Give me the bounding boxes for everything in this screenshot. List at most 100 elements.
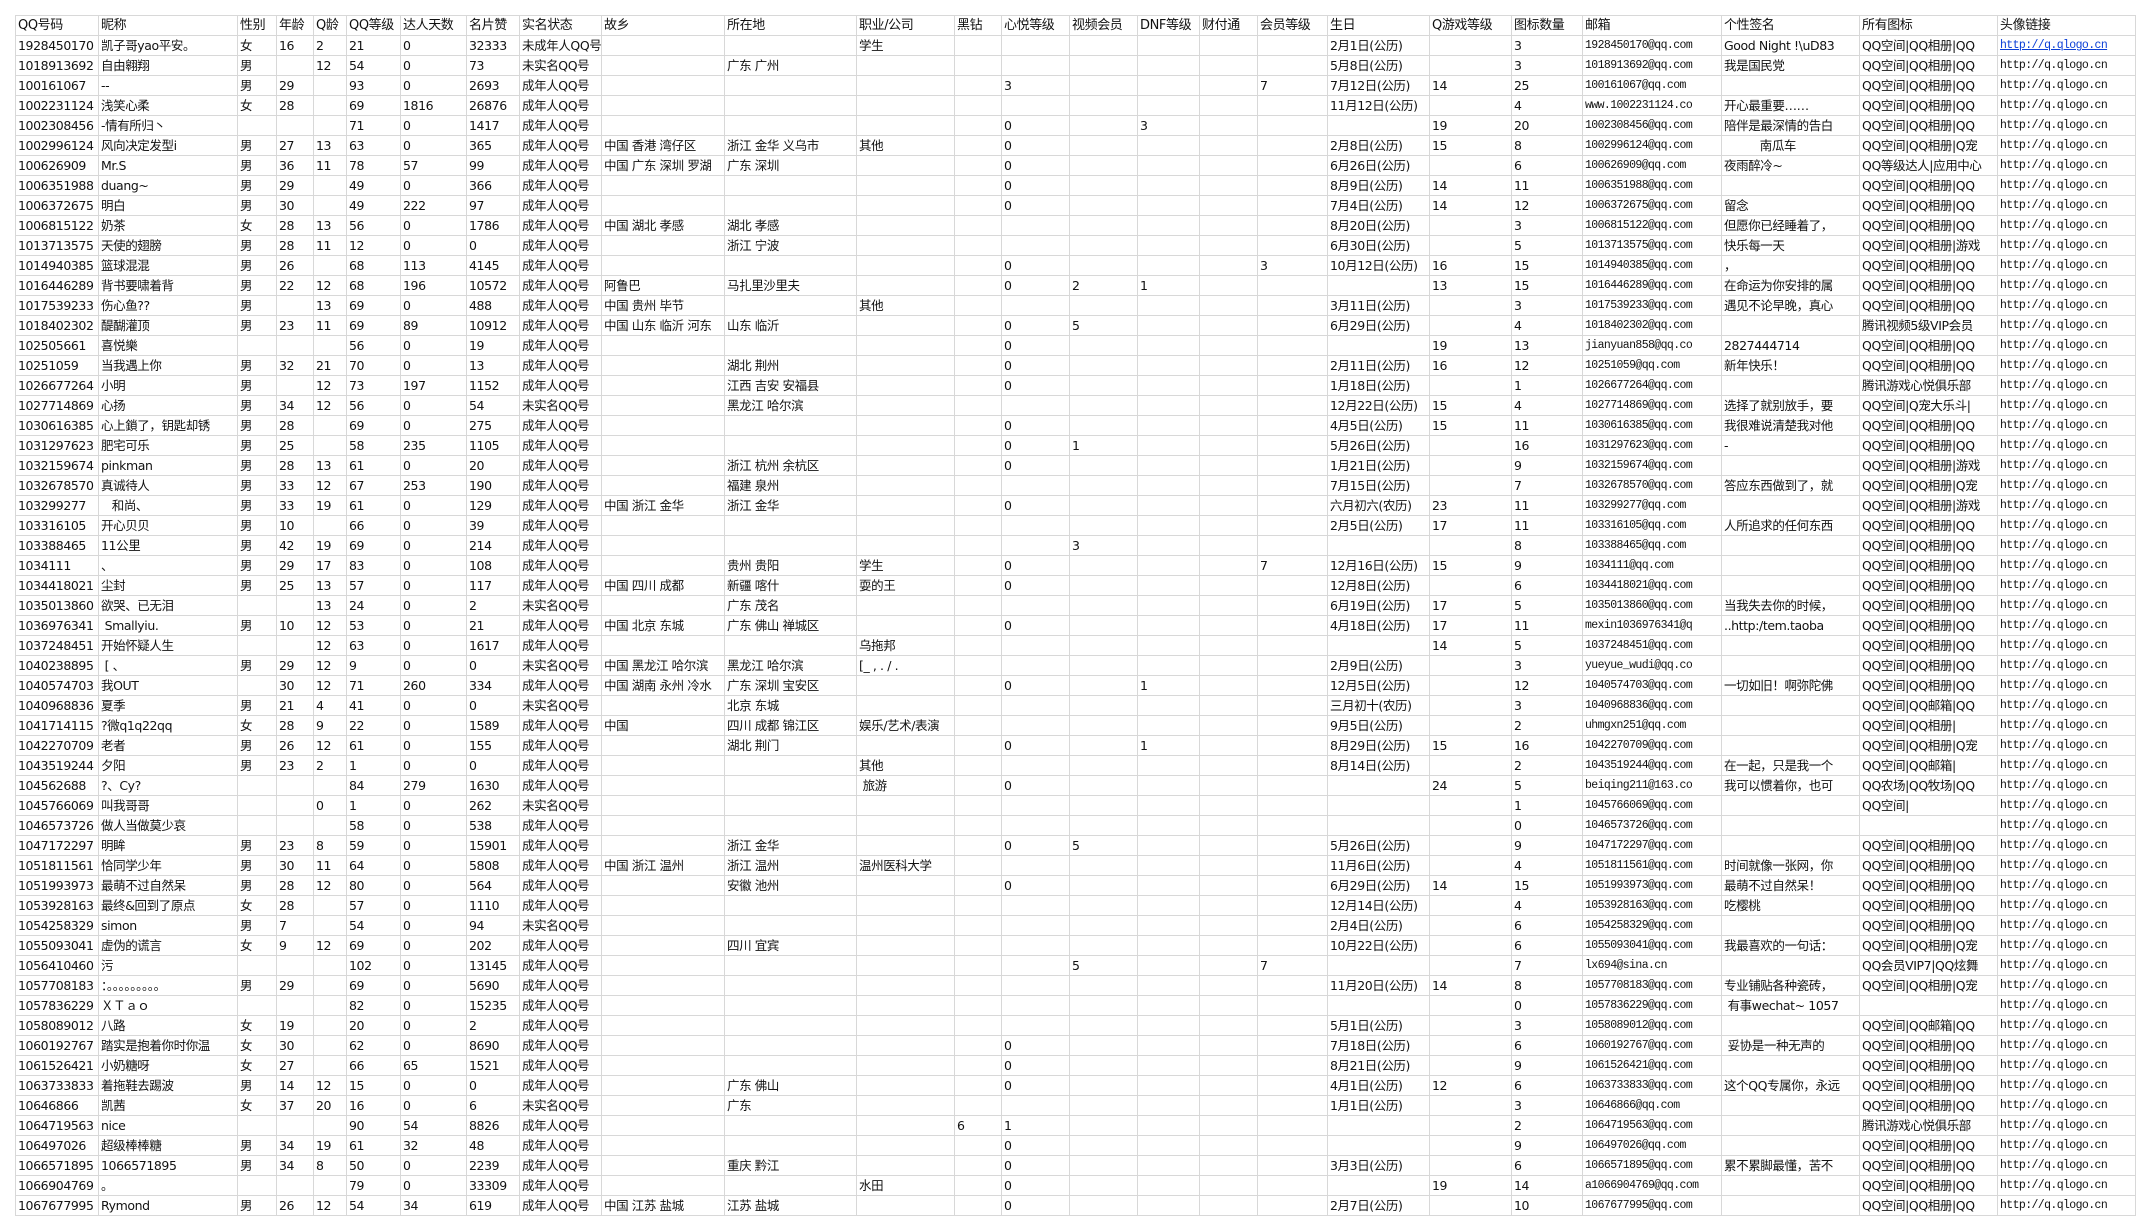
cell-signature[interactable]	[1722, 536, 1860, 556]
cell-age[interactable]: 28	[277, 876, 314, 896]
cell-avatar-link[interactable]: http://q.qlogo.cn	[1998, 916, 2136, 936]
cell-icon-count[interactable]: 9	[1512, 1136, 1583, 1156]
cell-all-icons[interactable]: QQ空间|QQ相册|QQ	[1860, 1076, 1998, 1096]
cell-location[interactable]: 贵州 贵阳	[725, 556, 857, 576]
cell-email[interactable]: www.1002231124.co	[1583, 96, 1722, 116]
cell-qgame-level[interactable]	[1430, 1016, 1512, 1036]
cell-qgame-level[interactable]	[1430, 156, 1512, 176]
cell-realname-status[interactable]: 成年人QQ号	[520, 316, 602, 336]
cell-card-likes[interactable]: 6	[467, 1096, 520, 1116]
cell-xinyue-level[interactable]: 0	[1002, 436, 1070, 456]
cell-signature[interactable]: 一切如旧！啊弥陀佛	[1722, 676, 1860, 696]
cell-icon-count[interactable]: 14	[1512, 1176, 1583, 1196]
cell-signature[interactable]: 我是国民党	[1722, 56, 1860, 76]
cell-hometown[interactable]: 中国 湖南 永州 冷水	[602, 676, 725, 696]
cell-card-likes[interactable]: 2	[467, 596, 520, 616]
cell-age[interactable]: 33	[277, 496, 314, 516]
cell-age[interactable]: 23	[277, 316, 314, 336]
cell-qgame-level[interactable]: 15	[1430, 396, 1512, 416]
cell-icon-count[interactable]: 12	[1512, 196, 1583, 216]
cell-realname-status[interactable]: 未实名QQ号	[520, 696, 602, 716]
cell-talent-days[interactable]: 0	[401, 656, 467, 676]
cell-email[interactable]: 1055093041@qq.com	[1583, 936, 1722, 956]
cell-signature[interactable]: 吃樱桃	[1722, 896, 1860, 916]
cell-signature[interactable]: 南瓜车	[1722, 136, 1860, 156]
cell-qgame-level[interactable]	[1430, 676, 1512, 696]
cell-qgame-level[interactable]: 19	[1430, 336, 1512, 356]
cell-location[interactable]: 浙江 杭州 余杭区	[725, 456, 857, 476]
cell-dnf-level[interactable]	[1138, 436, 1200, 456]
cell-vip-level[interactable]: 7	[1258, 956, 1328, 976]
cell-avatar-link[interactable]: http://q.qlogo.cn	[1998, 956, 2136, 976]
cell-video-vip[interactable]	[1070, 176, 1138, 196]
cell-qq-number[interactable]: 104562688	[16, 776, 99, 796]
cell-hometown[interactable]	[602, 1176, 725, 1196]
cell-gender[interactable]: 女	[238, 716, 277, 736]
cell-occupation[interactable]	[857, 916, 955, 936]
cell-qgame-level[interactable]	[1430, 376, 1512, 396]
cell-card-likes[interactable]: 155	[467, 736, 520, 756]
cell-q-age[interactable]: 11	[314, 236, 347, 256]
cell-talent-days[interactable]: 0	[401, 1036, 467, 1056]
cell-realname-status[interactable]: 成年人QQ号	[520, 996, 602, 1016]
cell-icon-count[interactable]: 9	[1512, 556, 1583, 576]
cell-q-age[interactable]	[314, 96, 347, 116]
cell-qgame-level[interactable]: 13	[1430, 276, 1512, 296]
cell-hometown[interactable]	[602, 456, 725, 476]
cell-qq-number[interactable]: 1051811561	[16, 856, 99, 876]
cell-age[interactable]: 26	[277, 1196, 314, 1216]
cell-video-vip[interactable]	[1070, 116, 1138, 136]
cell-occupation[interactable]	[857, 936, 955, 956]
cell-signature[interactable]	[1722, 696, 1860, 716]
cell-qgame-level[interactable]	[1430, 56, 1512, 76]
cell-qgame-level[interactable]	[1430, 656, 1512, 676]
cell-xinyue-level[interactable]: 0	[1002, 336, 1070, 356]
cell-realname-status[interactable]: 成年人QQ号	[520, 636, 602, 656]
cell-hometown[interactable]	[602, 816, 725, 836]
cell-age[interactable]: 28	[277, 236, 314, 256]
cell-card-likes[interactable]: 1521	[467, 1056, 520, 1076]
cell-hometown[interactable]: 中国 湖北 孝感	[602, 216, 725, 236]
cell-email[interactable]: 1035013860@qq.com	[1583, 596, 1722, 616]
cell-signature[interactable]	[1722, 1196, 1860, 1216]
cell-occupation[interactable]	[857, 176, 955, 196]
cell-tenpay[interactable]	[1200, 796, 1258, 816]
cell-vip-level[interactable]	[1258, 796, 1328, 816]
cell-avatar-link[interactable]: http://q.qlogo.cn	[1998, 496, 2136, 516]
cell-dnf-level[interactable]	[1138, 976, 1200, 996]
cell-age[interactable]	[277, 776, 314, 796]
cell-black-diamond[interactable]	[955, 636, 1002, 656]
cell-realname-status[interactable]: 成年人QQ号	[520, 776, 602, 796]
cell-nickname[interactable]: 天使的翅膀	[99, 236, 238, 256]
cell-tenpay[interactable]	[1200, 116, 1258, 136]
cell-email[interactable]: 1002308456@qq.com	[1583, 116, 1722, 136]
cell-xinyue-level[interactable]: 0	[1002, 1176, 1070, 1196]
cell-age[interactable]: 42	[277, 536, 314, 556]
cell-q-age[interactable]: 13	[314, 216, 347, 236]
cell-qq-number[interactable]: 1053928163	[16, 896, 99, 916]
cell-occupation[interactable]: 其他	[857, 756, 955, 776]
cell-xinyue-level[interactable]: 1	[1002, 1116, 1070, 1136]
cell-location[interactable]	[725, 1176, 857, 1196]
cell-qgame-level[interactable]	[1430, 236, 1512, 256]
cell-q-age[interactable]	[314, 1176, 347, 1196]
cell-q-age[interactable]: 13	[314, 576, 347, 596]
cell-all-icons[interactable]: QQ空间|QQ相册|游戏	[1860, 236, 1998, 256]
cell-nickname[interactable]: 恰同学少年	[99, 856, 238, 876]
cell-qq-level[interactable]: 69	[347, 316, 401, 336]
cell-q-age[interactable]: 8	[314, 1156, 347, 1176]
cell-icon-count[interactable]: 5	[1512, 236, 1583, 256]
cell-dnf-level[interactable]	[1138, 376, 1200, 396]
cell-qgame-level[interactable]: 19	[1430, 116, 1512, 136]
cell-xinyue-level[interactable]	[1002, 956, 1070, 976]
cell-video-vip[interactable]	[1070, 936, 1138, 956]
cell-avatar-link[interactable]: http://q.qlogo.cn	[1998, 416, 2136, 436]
cell-icon-count[interactable]: 11	[1512, 416, 1583, 436]
cell-gender[interactable]	[238, 776, 277, 796]
cell-qq-number[interactable]: 1032678570	[16, 476, 99, 496]
cell-occupation[interactable]	[857, 1196, 955, 1216]
cell-vip-level[interactable]	[1258, 396, 1328, 416]
cell-hometown[interactable]	[602, 536, 725, 556]
cell-email[interactable]: 103388465@qq.com	[1583, 536, 1722, 556]
cell-icon-count[interactable]: 13	[1512, 336, 1583, 356]
